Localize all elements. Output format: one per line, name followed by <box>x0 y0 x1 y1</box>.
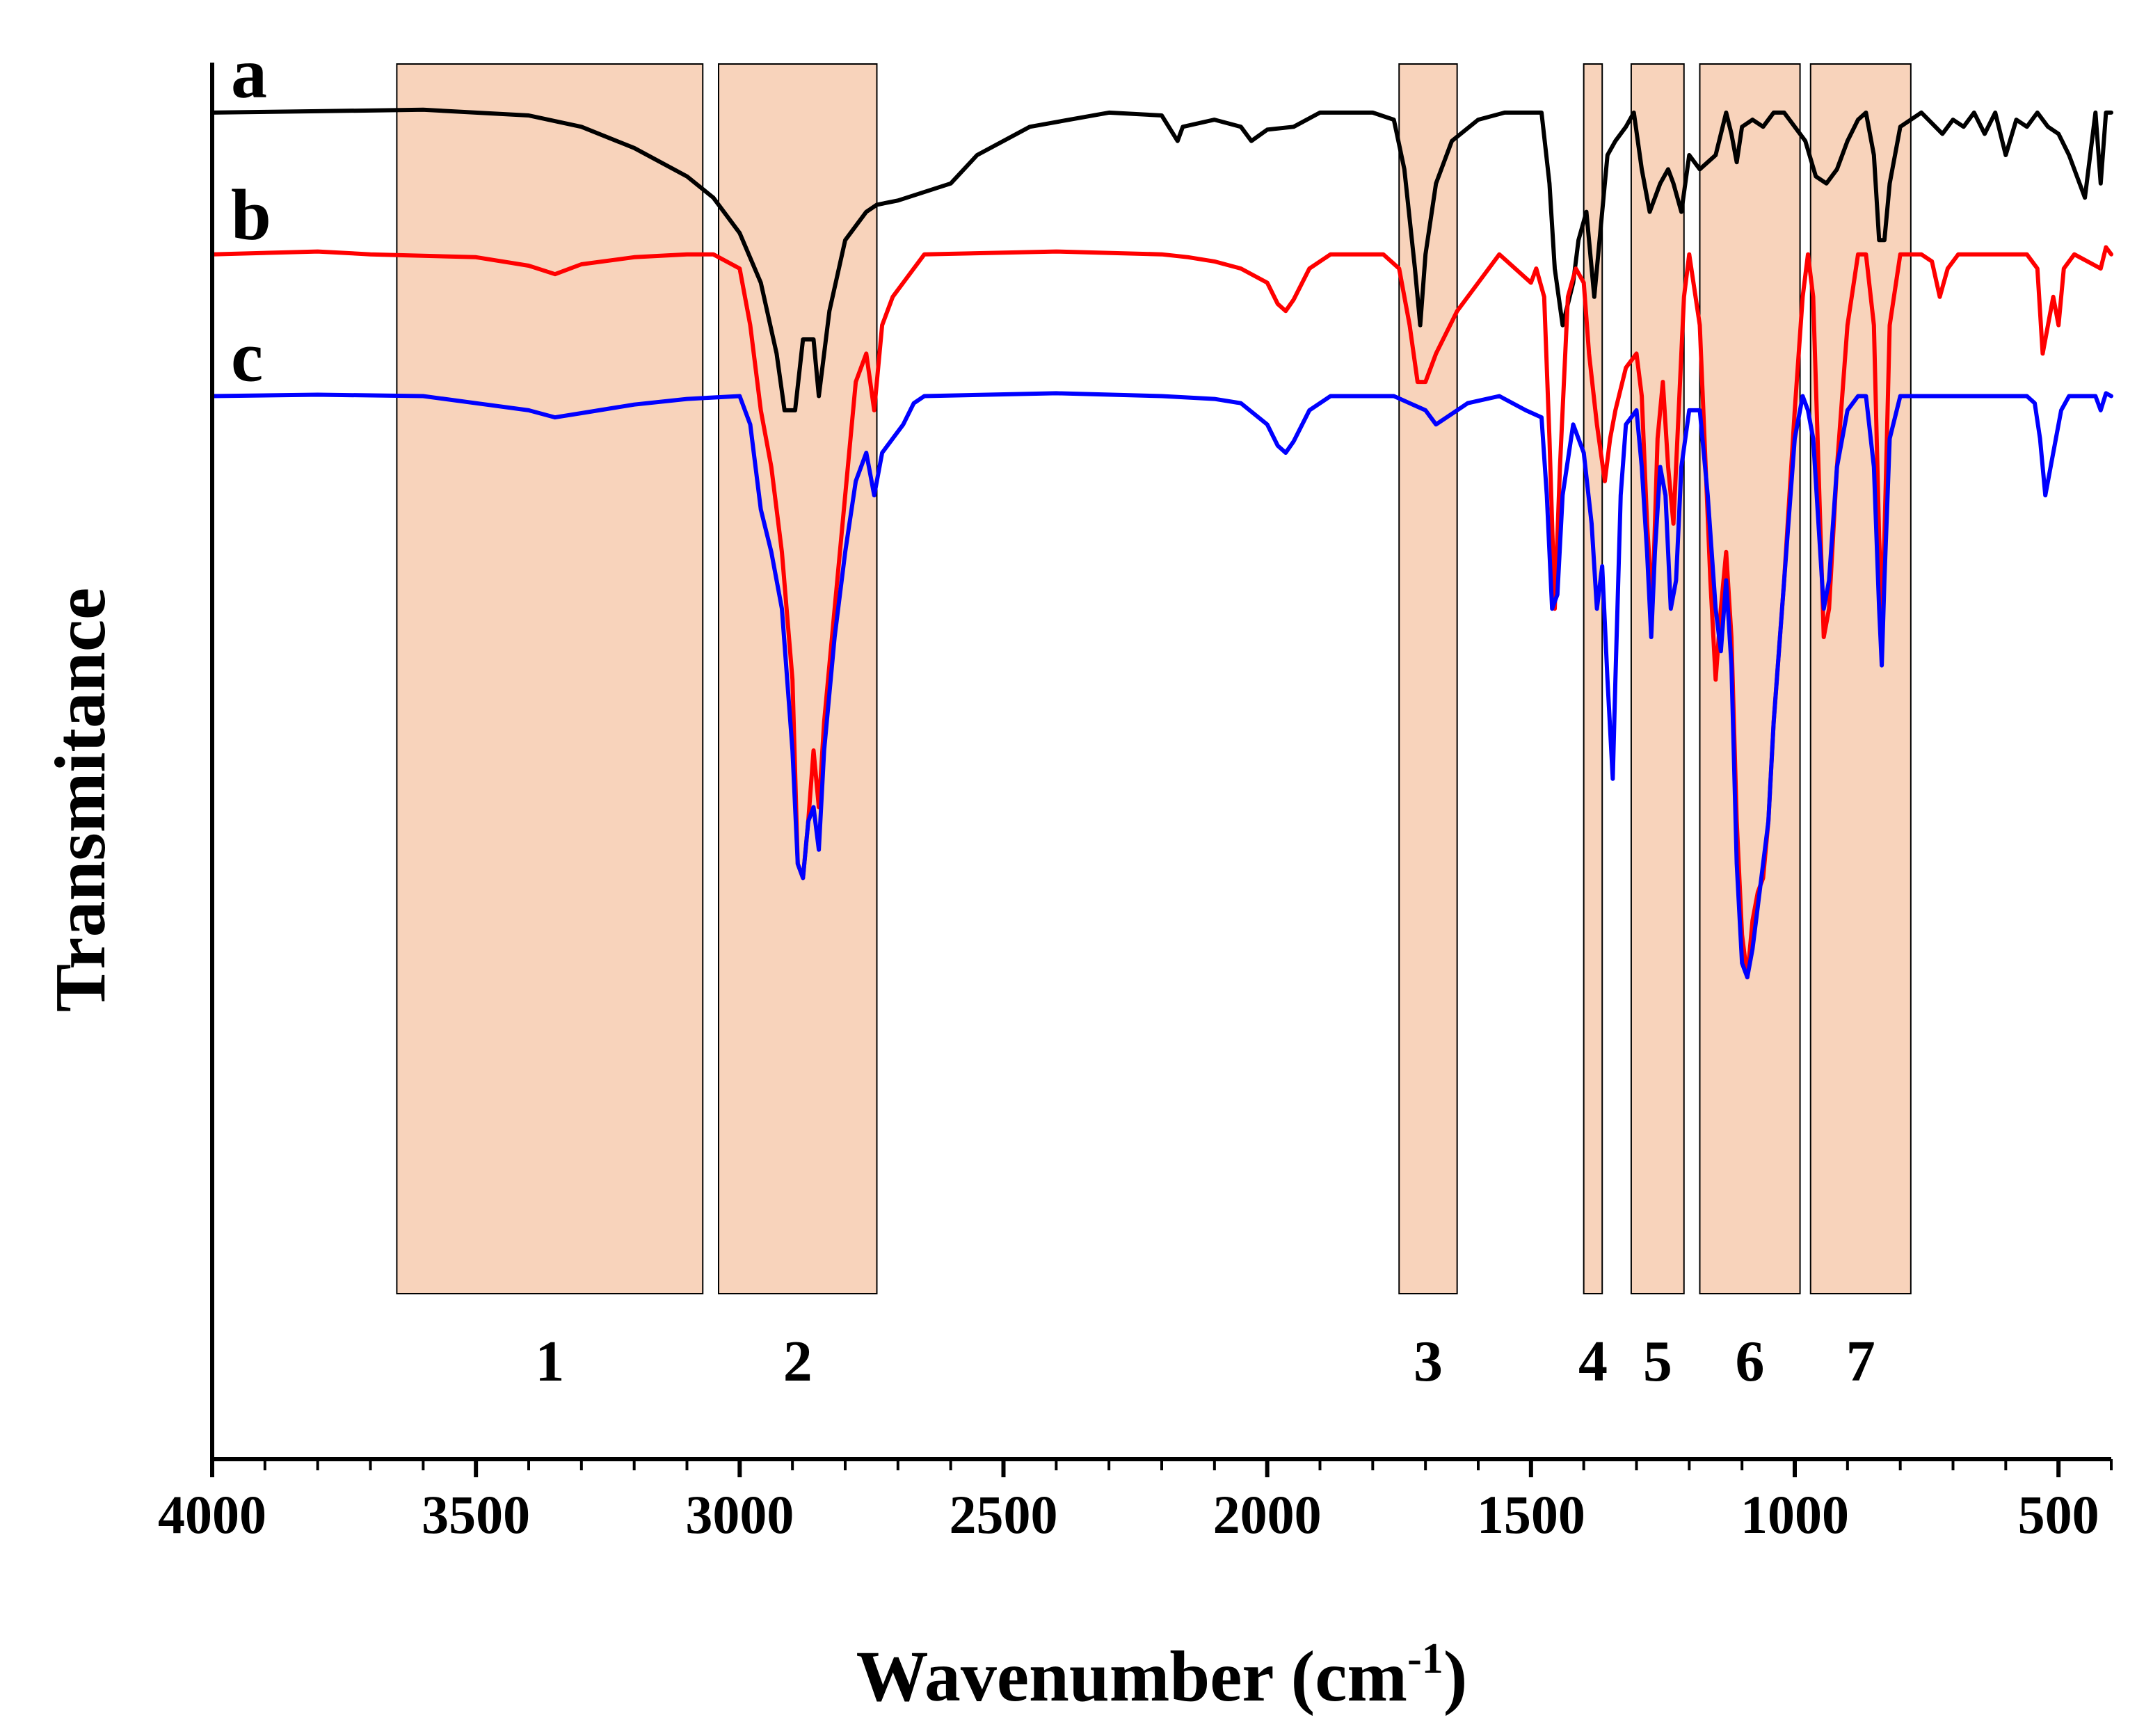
band-label-7: 7 <box>1846 1329 1875 1394</box>
series-label-c: c <box>231 317 263 397</box>
x-axis-title: Wavenumber (cm-1) <box>856 1635 1468 1717</box>
series-label-a: a <box>231 33 267 113</box>
x-tick-label: 1500 <box>1477 1484 1585 1545</box>
x-tick-label: 4000 <box>158 1484 266 1545</box>
band-2 <box>718 63 878 1294</box>
band-label-2: 2 <box>783 1329 813 1394</box>
x-tick-label: 2500 <box>950 1484 1058 1545</box>
y-axis-title: Transmitance <box>40 588 120 1012</box>
spectra-series <box>210 107 2113 980</box>
x-axis-title-main: Wavenumber (cm <box>856 1637 1407 1717</box>
band-label-3: 3 <box>1414 1329 1443 1394</box>
x-tick-label: 3500 <box>422 1484 530 1545</box>
band-label-6: 6 <box>1736 1329 1765 1394</box>
band-5 <box>1630 63 1685 1294</box>
band-7 <box>1809 63 1912 1294</box>
x-tick-label: 500 <box>2018 1484 2099 1545</box>
x-axis-title-close: ) <box>1443 1637 1468 1717</box>
x-tick-label: 3000 <box>685 1484 794 1545</box>
band-label-1: 1 <box>535 1329 564 1394</box>
x-tick-label: 2000 <box>1213 1484 1322 1545</box>
series-b-line <box>210 245 2113 980</box>
band-1 <box>396 63 704 1294</box>
x-axis-ticks: 4000 3500 3000 2500 2000 1500 1000 500 <box>158 1459 2113 1545</box>
x-tick-label: 1000 <box>1740 1484 1849 1545</box>
series-label-b: b <box>231 175 271 255</box>
series-a-line <box>210 107 2113 412</box>
highlight-bands <box>396 63 1912 1294</box>
series-c-line <box>210 391 2113 980</box>
series-labels: abc <box>231 33 271 397</box>
band-label-4: 4 <box>1578 1329 1608 1394</box>
x-axis-title-superscript: -1 <box>1407 1635 1443 1682</box>
band-label-5: 5 <box>1643 1329 1672 1394</box>
band-3 <box>1398 63 1458 1294</box>
